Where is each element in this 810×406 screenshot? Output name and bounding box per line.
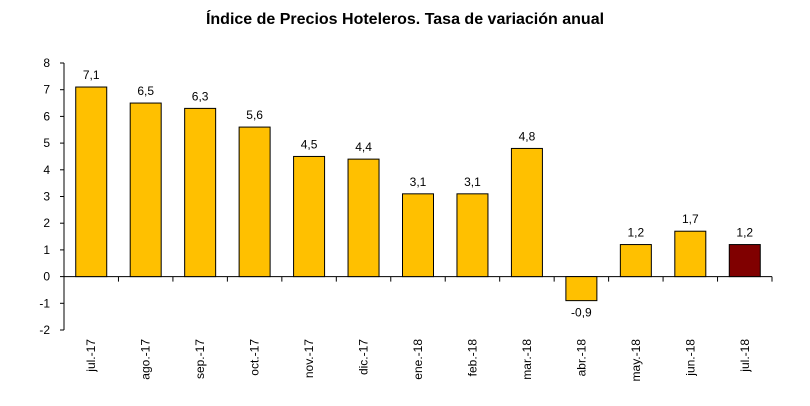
y-tick-label: 1 — [43, 243, 50, 257]
data-label: 4,4 — [355, 140, 372, 154]
y-tick-label: 4 — [43, 163, 50, 177]
x-tick-label: jun.-18 — [683, 339, 697, 377]
bar-jun.-18 — [674, 230, 707, 278]
data-label: 6,3 — [192, 89, 209, 103]
bar-nov.-17 — [293, 155, 326, 278]
bars — [75, 86, 761, 302]
data-label: 3,1 — [410, 175, 427, 189]
bar-oct.-17 — [238, 126, 271, 278]
bar-sep.-17 — [184, 107, 217, 278]
x-tick-label: nov.-17 — [302, 339, 316, 378]
bar-dic.-17 — [347, 158, 380, 278]
y-tick-label: -1 — [39, 296, 50, 310]
data-label: 1,2 — [628, 226, 645, 240]
data-label: 6,5 — [137, 84, 154, 98]
bar-feb.-18 — [456, 193, 489, 278]
y-tick-label: -2 — [39, 323, 50, 337]
y-tick-label: 3 — [43, 190, 50, 204]
y-tick-label: 5 — [43, 136, 50, 150]
y-tick-label: 7 — [43, 83, 50, 97]
bar-abr.-18 — [565, 276, 598, 302]
x-tick-label: oct.-17 — [248, 339, 262, 376]
data-label: 1,2 — [736, 226, 753, 240]
chart-title: Índice de Precios Hoteleros. Tasa de var… — [206, 9, 604, 28]
data-label: -0,9 — [571, 306, 592, 320]
data-labels: 7,1 6,5 6,3 5,6 4,5 4,4 3,1 3,1 4,8 -0,9 1,2 1,7 1,2 — [83, 68, 754, 320]
data-label: 4,5 — [301, 137, 318, 151]
x-tick-label: jul.-17 — [84, 339, 98, 373]
y-tick-label: 0 — [43, 270, 50, 284]
y-tick-label: 6 — [43, 109, 50, 123]
bar-may.-18 — [619, 244, 652, 278]
bar-mar.-18 — [510, 147, 543, 278]
bar-ene.-18 — [402, 193, 434, 278]
data-label: 1,7 — [682, 212, 699, 226]
y-axis: 8 7 6 5 4 3 2 1 0 -1 -2 — [39, 56, 65, 337]
x-tick-label: sep.-17 — [193, 339, 207, 379]
data-label: 7,1 — [83, 68, 100, 82]
bar-jul.-18 — [728, 244, 761, 278]
x-tick-label: abr.-18 — [574, 339, 588, 377]
x-tick-label: feb.-18 — [465, 339, 479, 377]
y-tick-label: 8 — [43, 56, 50, 70]
x-tick-label: ago.-17 — [139, 339, 153, 380]
x-tick-label: dic.-17 — [357, 339, 371, 375]
data-label: 5,6 — [246, 108, 263, 122]
data-label: 3,1 — [464, 175, 481, 189]
bar-ago.-17 — [129, 102, 162, 278]
x-tick-label: ene.-18 — [411, 339, 425, 380]
y-tick-label: 2 — [43, 216, 50, 230]
data-label: 4,8 — [519, 129, 536, 143]
x-axis: jul.-17 ago.-17 sep.-17 oct.-17 nov.-17 dic.-… — [63, 276, 773, 382]
x-tick-label: mar.-18 — [520, 339, 534, 380]
bar-jul.-17 — [75, 86, 108, 278]
x-tick-label: jul.-18 — [738, 339, 752, 373]
x-tick-label: may.-18 — [629, 339, 643, 382]
